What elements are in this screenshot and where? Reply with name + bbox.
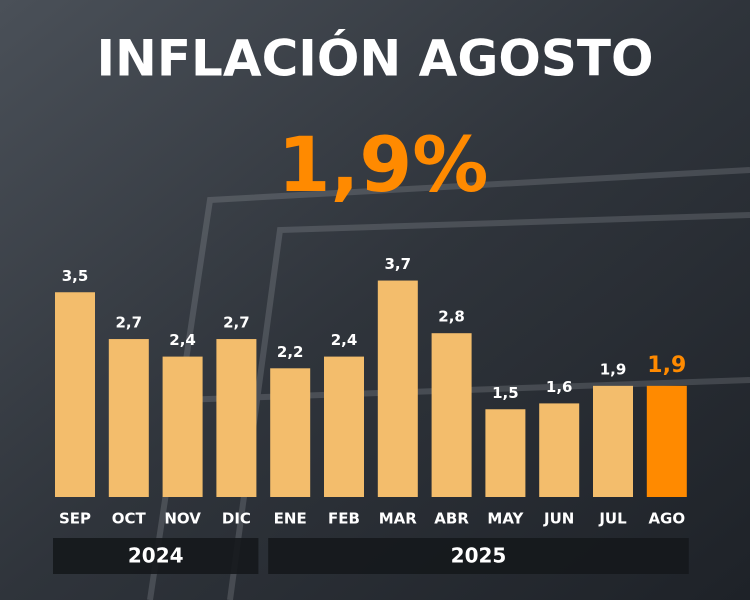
value-label: 1,6	[546, 378, 573, 396]
value-label: 2,7	[223, 314, 250, 332]
year-band	[53, 538, 259, 574]
value-label: 3,5	[62, 267, 89, 285]
x-tick-label: OCT	[112, 510, 147, 528]
bar	[270, 368, 311, 497]
value-label: 1,5	[492, 384, 519, 402]
year-label: 2025	[451, 544, 507, 568]
bar	[216, 339, 257, 497]
bar	[539, 403, 580, 497]
value-label: 2,7	[116, 314, 143, 332]
x-tick-label: ENE	[274, 510, 307, 528]
bar	[593, 385, 633, 497]
x-tick-label: ABR	[434, 510, 469, 528]
bar	[108, 339, 149, 497]
x-tick-label: JUN	[543, 510, 574, 528]
headline: 1,9%	[278, 120, 489, 209]
x-tick-label: NOV	[164, 510, 201, 528]
bar	[485, 409, 526, 497]
bar	[55, 292, 95, 497]
chart-title: INFLACIÓN AGOSTO	[96, 29, 653, 88]
value-label: 2,4	[169, 331, 196, 349]
x-tick-label: DIC	[222, 510, 251, 528]
x-tick-label: AGO	[648, 510, 685, 528]
bar	[646, 385, 687, 497]
bar	[377, 280, 418, 497]
year-band	[268, 538, 689, 574]
x-tick-label: SEP	[59, 510, 91, 528]
year-label: 2024	[128, 544, 184, 568]
value-label: 2,8	[438, 308, 465, 326]
bar	[162, 356, 203, 497]
bar	[431, 333, 472, 497]
bar	[324, 356, 364, 497]
x-tick-label: FEB	[328, 510, 360, 528]
value-label: 2,2	[277, 343, 304, 361]
x-tick-label: JUL	[598, 510, 627, 528]
x-tick-label: MAR	[379, 510, 418, 528]
value-label: 3,7	[385, 255, 412, 273]
value-label: 1,9	[647, 353, 686, 378]
value-label: 1,9	[600, 360, 627, 378]
x-tick-label: MAY	[487, 510, 524, 528]
value-label: 2,4	[331, 331, 358, 349]
